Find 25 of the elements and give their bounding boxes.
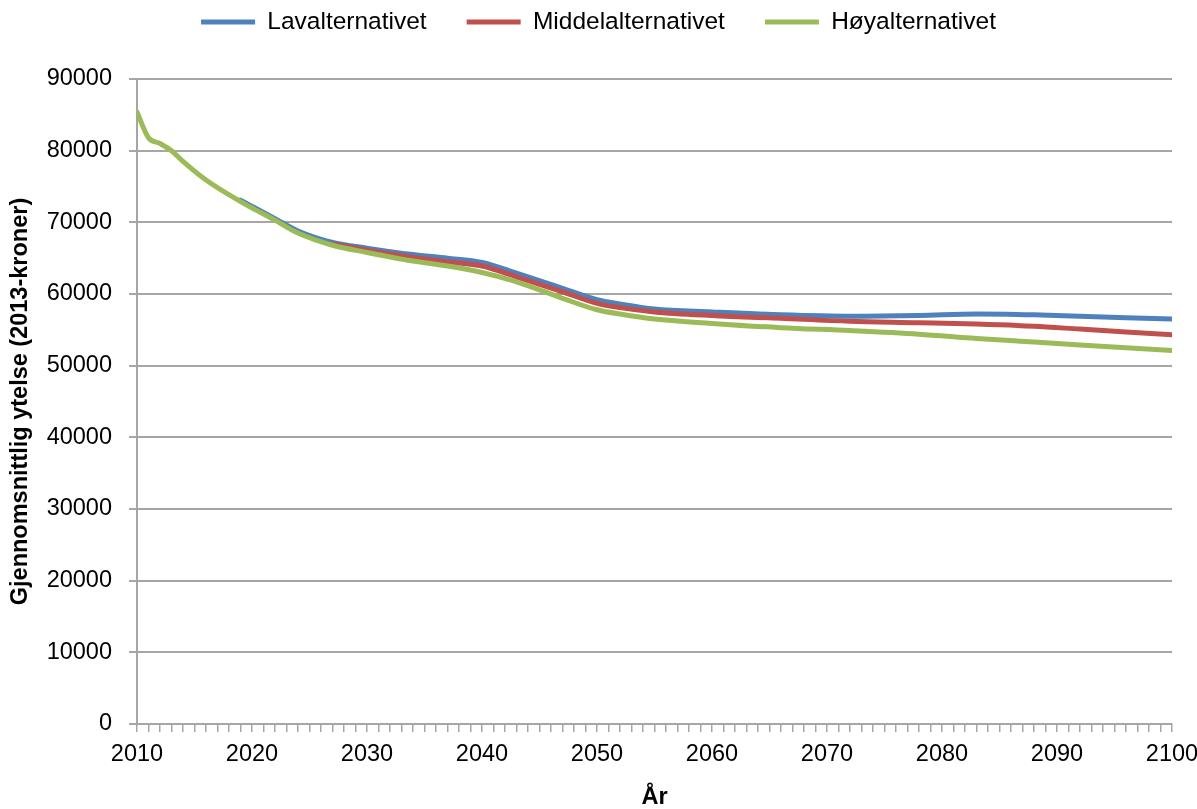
y-tick-label: 50000 xyxy=(46,351,112,378)
y-tick-label: 80000 xyxy=(46,136,112,163)
x-tick-label: 2060 xyxy=(685,739,739,766)
y-tick-label: 10000 xyxy=(46,637,112,664)
x-tick-label: 2090 xyxy=(1030,739,1084,766)
x-tick-label: 2080 xyxy=(915,739,969,766)
legend-label: Høyalternativet xyxy=(831,6,997,34)
x-tick-label: 2100 xyxy=(1145,739,1197,766)
x-tick-label: 2040 xyxy=(455,739,509,766)
y-tick-label: 30000 xyxy=(46,494,112,521)
y-tick-label: 70000 xyxy=(46,207,112,234)
x-axis-title: År xyxy=(641,781,668,809)
y-tick-label: 60000 xyxy=(46,279,112,306)
legend-label: Lavalternativet xyxy=(267,6,427,34)
x-tick-label: 2030 xyxy=(340,739,394,766)
legend-label: Middelalternativet xyxy=(532,6,726,34)
x-tick-label: 2070 xyxy=(800,739,854,766)
y-tick-label: 20000 xyxy=(46,566,112,593)
x-tick-label: 2010 xyxy=(110,739,164,766)
y-tick-label: 40000 xyxy=(46,422,112,449)
y-tick-label: 90000 xyxy=(46,64,112,91)
x-tick-label: 2050 xyxy=(570,739,624,766)
x-tick-label: 2020 xyxy=(225,739,279,766)
y-tick-label: 0 xyxy=(98,709,112,736)
y-axis-title: Gjennomsnittlig ytelse (2013-kroner) xyxy=(5,197,32,606)
